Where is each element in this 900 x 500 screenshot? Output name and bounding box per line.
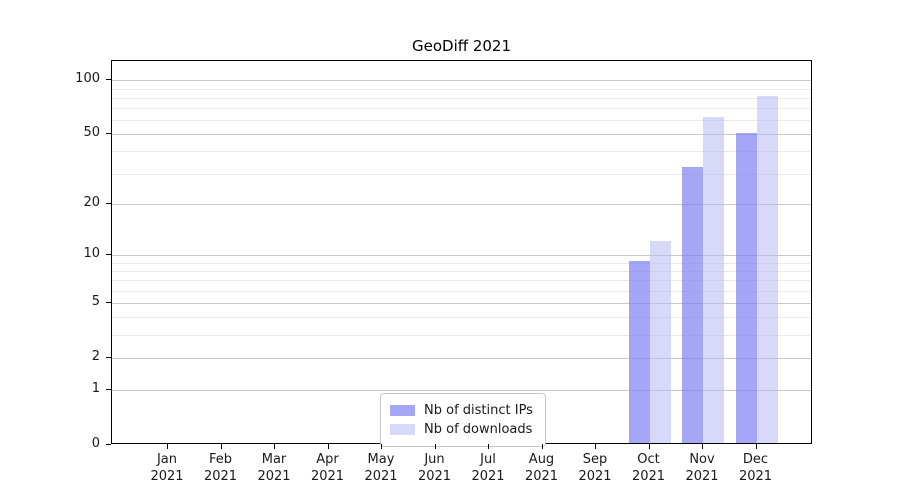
y-minor-gridline [112, 335, 811, 337]
y-minor-gridline [112, 271, 811, 273]
legend-swatch-distinct-ips [390, 405, 415, 416]
y-minor-gridline [112, 262, 811, 264]
y-minor-gridline [112, 280, 811, 282]
x-tick-mark [167, 444, 168, 449]
y-tick-mark [106, 443, 111, 445]
y-tick-mark [106, 79, 111, 81]
x-tick-label-jun-2021: Jun 2021 [417, 452, 452, 484]
y-tick-mark [106, 133, 111, 135]
y-minor-gridline [112, 88, 811, 90]
bar-nb-of-downloads-nov-2021 [703, 117, 724, 443]
y-tick-label: 0 [91, 435, 100, 451]
x-tick-mark [327, 444, 329, 449]
y-tick-mark [106, 254, 111, 256]
y-minor-gridline [112, 151, 811, 153]
x-tick-label-apr-2021: Apr 2021 [310, 452, 345, 484]
y-tick-label: 50 [83, 125, 100, 141]
plot-area: Nb of distinct IPs Nb of downloads [111, 60, 812, 447]
bar-nb-of-distinct-ips-oct-2021 [628, 261, 650, 443]
y-minor-gridline [112, 173, 811, 175]
x-tick-mark [595, 444, 596, 449]
x-tick-label-dec-2021: Dec 2021 [738, 452, 773, 484]
y-minor-gridline [112, 317, 811, 319]
legend-label-downloads: Nb of downloads [424, 422, 533, 437]
x-tick-label-sep-2021: Sep 2021 [578, 452, 612, 484]
x-tick-mark [702, 444, 703, 449]
x-tick-mark [648, 444, 650, 449]
x-tick-mark [434, 444, 436, 449]
x-tick-label-jul-2021: Jul 2021 [471, 452, 505, 484]
y-tick-label: 20 [83, 195, 100, 211]
x-tick-mark [381, 444, 382, 449]
y-gridline [112, 389, 811, 391]
y-gridline [112, 357, 811, 359]
y-tick-label: 100 [75, 71, 100, 87]
y-gridline [112, 255, 811, 257]
y-gridline [112, 303, 811, 305]
x-tick-mark [274, 444, 275, 449]
x-tick-label-feb-2021: Feb 2021 [203, 452, 238, 484]
x-tick-label-oct-2021: Oct 2021 [631, 452, 666, 484]
legend: Nb of distinct IPs Nb of downloads [380, 393, 546, 447]
x-tick-label-nov-2021: Nov 2021 [685, 452, 719, 484]
y-gridline [112, 204, 811, 206]
legend-swatch-downloads [390, 424, 415, 435]
legend-label-distinct-ips: Nb of distinct IPs [424, 403, 533, 418]
y-minor-gridline [112, 97, 811, 99]
y-minor-gridline [112, 108, 811, 110]
y-tick-mark [106, 356, 111, 358]
y-tick-mark [106, 388, 111, 390]
y-tick-label: 10 [83, 246, 100, 262]
bar-nb-of-downloads-oct-2021 [649, 240, 671, 443]
y-tick-label: 5 [91, 294, 100, 310]
x-tick-label-may-2021: May 2021 [364, 452, 398, 484]
bar-nb-of-downloads-dec-2021 [756, 96, 778, 443]
x-tick-mark [755, 444, 757, 449]
x-tick-mark [488, 444, 489, 449]
x-tick-mark [541, 444, 543, 449]
bar-nb-of-distinct-ips-dec-2021 [735, 132, 757, 443]
y-minor-gridline [112, 120, 811, 122]
y-tick-label: 1 [91, 380, 100, 396]
y-tick-mark [106, 203, 111, 205]
bar-nb-of-distinct-ips-nov-2021 [682, 167, 703, 443]
y-gridline [112, 134, 811, 136]
y-gridline [112, 80, 811, 82]
x-tick-label-aug-2021: Aug 2021 [524, 452, 559, 484]
legend-item-distinct-ips: Nb of distinct IPs [390, 401, 535, 420]
x-tick-mark [220, 444, 222, 449]
x-tick-label-mar-2021: Mar 2021 [257, 452, 291, 484]
x-tick-label-jan-2021: Jan 2021 [150, 452, 184, 484]
legend-item-downloads: Nb of downloads [390, 420, 535, 439]
y-minor-gridline [112, 290, 811, 292]
y-tick-mark [106, 302, 111, 304]
y-tick-label: 2 [91, 348, 100, 364]
chart-title: GeoDiff 2021 [411, 37, 512, 55]
